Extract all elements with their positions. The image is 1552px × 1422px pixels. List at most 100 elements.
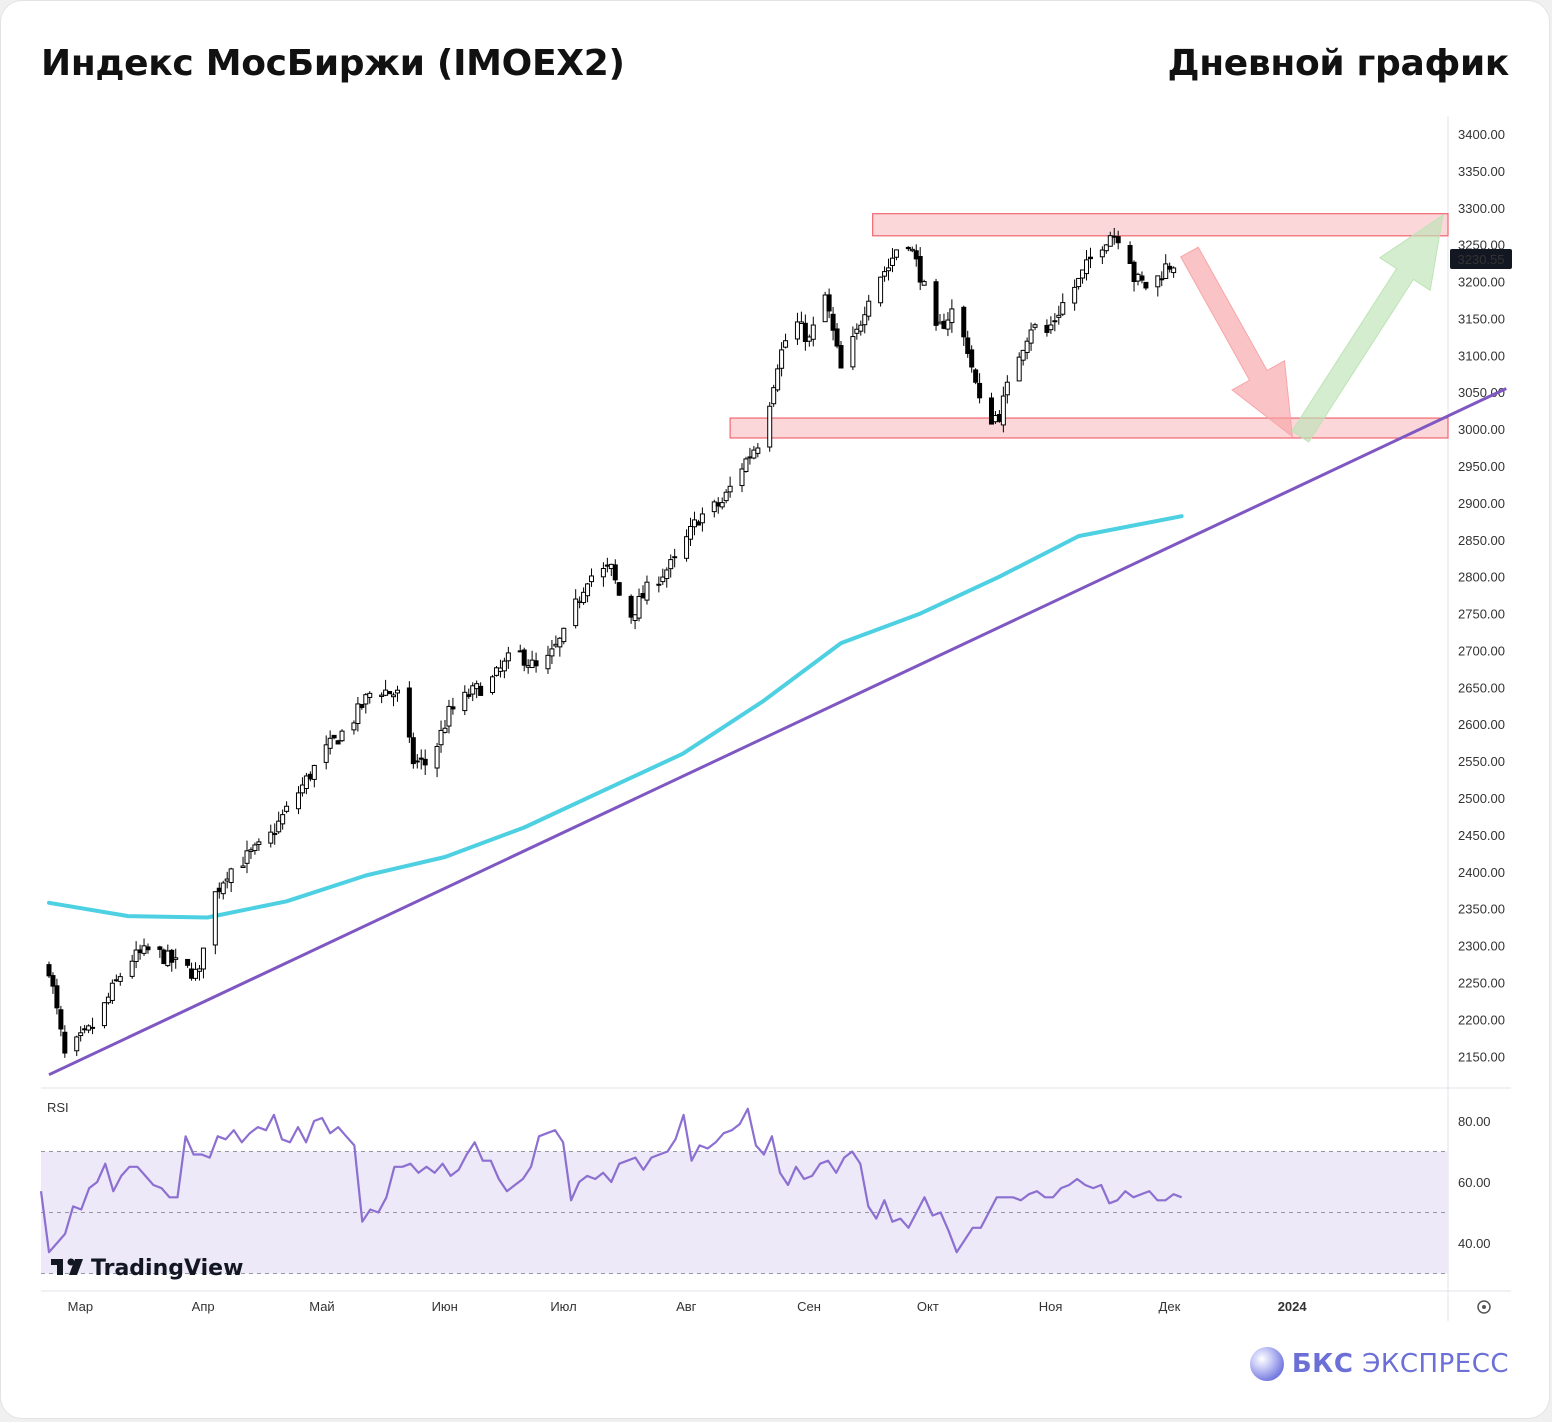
candle-body (418, 757, 424, 760)
candle-body (133, 949, 139, 963)
candle-body (434, 745, 440, 769)
candle-body (272, 833, 278, 836)
brand-name: БКС ЭКСПРЕСС (1292, 1349, 1509, 1379)
candle-body (1127, 245, 1133, 264)
candle-body (933, 281, 939, 326)
candle-body (628, 595, 634, 618)
candle-body (1024, 340, 1030, 353)
candle-body (256, 841, 262, 846)
candle-body (585, 583, 591, 597)
time-axis-label: Июн (432, 1299, 458, 1314)
rsi-line (39, 1107, 1182, 1254)
candle-body (212, 891, 218, 946)
candle-body (802, 322, 808, 342)
candle-body (854, 328, 860, 334)
candle-body (117, 976, 123, 982)
candle-body (755, 447, 761, 454)
candle-body (529, 659, 535, 668)
time-axis-label: Окт (917, 1299, 939, 1314)
candle-body (1052, 320, 1058, 323)
candle-body (533, 660, 539, 667)
candle-body (905, 246, 911, 250)
arrow-down-shape (1180, 246, 1294, 438)
candle-body (1107, 235, 1113, 247)
candle-body (450, 706, 456, 710)
candle-body (549, 648, 555, 657)
candle-body (517, 650, 523, 653)
candle-body (917, 255, 923, 283)
candle-body (470, 685, 476, 695)
tradingview-logo-icon (51, 1258, 83, 1275)
candle-body (478, 685, 484, 696)
price-tick-label: 2900.00 (1458, 496, 1505, 511)
candle-body (50, 975, 56, 987)
candle-body (525, 665, 531, 668)
candle-body (691, 519, 697, 528)
price-tick-label: 2500.00 (1458, 791, 1505, 806)
candle-body (1143, 281, 1149, 289)
candle-body (303, 775, 309, 790)
support-zone (729, 417, 1449, 439)
candle-body (616, 582, 622, 596)
candle-body (442, 727, 448, 733)
candle-body (688, 526, 694, 540)
candle-body (573, 598, 579, 627)
candle-body (850, 336, 856, 368)
candle-body (882, 271, 888, 277)
candle-body (1020, 349, 1026, 361)
price-tick-label: 2150.00 (1458, 1049, 1505, 1064)
candle-body (961, 306, 967, 338)
candle-body (82, 1028, 88, 1031)
candle-body (422, 758, 428, 766)
resistance-zone (872, 213, 1449, 237)
candle-body (391, 694, 397, 698)
candle-body (355, 703, 361, 724)
candle-body (268, 831, 274, 844)
time-axis-label: Ноя (1039, 1299, 1063, 1314)
candle-body (834, 328, 840, 347)
last-price-badge (1450, 249, 1512, 270)
candle-body (862, 314, 868, 326)
candle-body (632, 614, 638, 621)
candle-body (826, 294, 832, 312)
rsi-tick-label: 40.00 (1458, 1236, 1491, 1251)
candle-body (878, 276, 884, 304)
price-tick-label: 3100.00 (1458, 348, 1505, 363)
rsi-tick-label: 60.00 (1458, 1175, 1491, 1190)
tradingview-watermark: TradingView (91, 1256, 243, 1281)
candle-body (165, 950, 171, 967)
time-axis-label: Мар (68, 1299, 93, 1314)
last-price-label: 3230.55 (1458, 252, 1505, 267)
candle-body (1155, 275, 1161, 288)
brand-logo-group: БКС ЭКСПРЕСС (1249, 1347, 1509, 1381)
time-axis-label: 2024 (1278, 1299, 1308, 1314)
candle-body (810, 324, 816, 340)
candle-body (311, 764, 317, 780)
candle-body (739, 468, 745, 487)
candle-body (941, 320, 947, 329)
candle-body (672, 556, 678, 559)
settings-gear-icon[interactable] (1477, 1300, 1491, 1314)
candle-body (992, 415, 998, 423)
candle-body (684, 536, 690, 559)
candle-body (668, 559, 674, 570)
price-tick-label: 3050.00 (1458, 385, 1505, 400)
candle-body (497, 667, 503, 672)
candle-body (196, 968, 202, 972)
timeframe-label: Дневной график (1167, 43, 1509, 84)
candle-body (1087, 256, 1093, 260)
candle-body (909, 248, 915, 252)
candle-body (62, 1031, 68, 1054)
candle-body (711, 501, 717, 513)
candle-body (988, 397, 994, 425)
candle-body (327, 737, 333, 749)
candle-body (323, 744, 329, 763)
time-axis-label: Июл (550, 1299, 576, 1314)
candle-body (1016, 356, 1022, 382)
candle-body (977, 382, 983, 399)
candle-body (299, 784, 305, 794)
candle-body (490, 676, 496, 694)
candle-body (751, 449, 757, 459)
